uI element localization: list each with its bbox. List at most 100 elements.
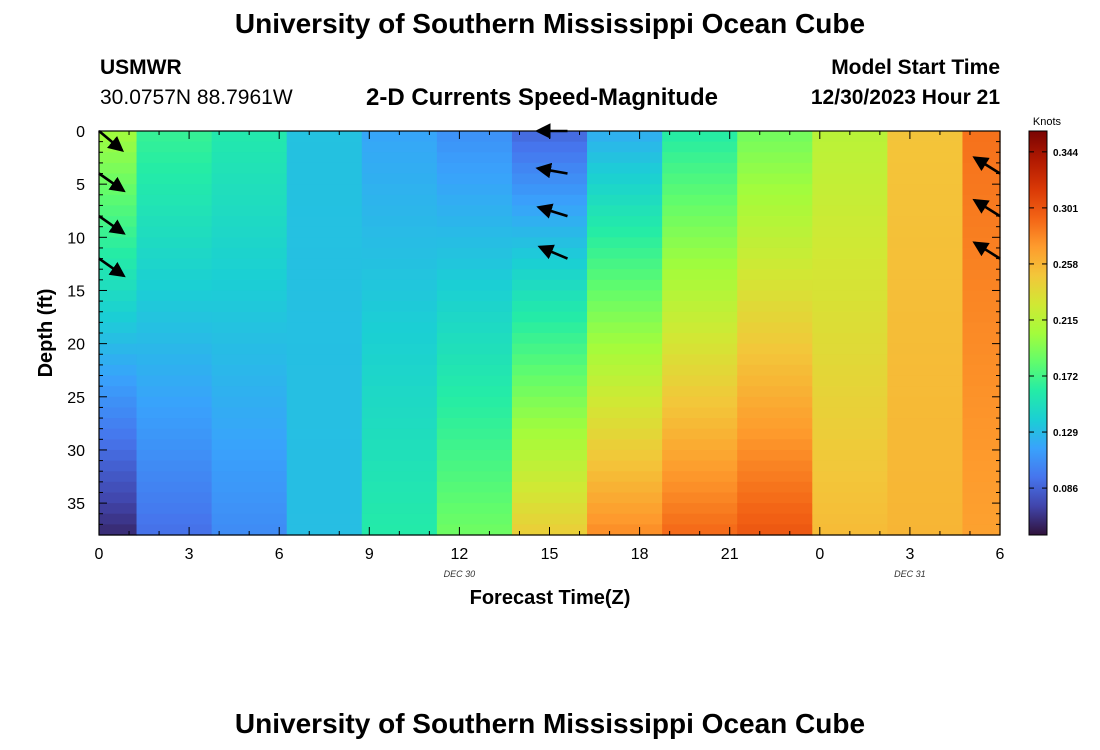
- heatmap-cell: [662, 290, 738, 302]
- heatmap-cell: [887, 205, 964, 217]
- heatmap-cell: [662, 386, 738, 398]
- heatmap-cell: [99, 301, 138, 313]
- heatmap-cell: [587, 386, 663, 398]
- colorbar-gradient: [1028, 130, 1048, 536]
- heatmap-cell: [286, 333, 363, 345]
- heatmap-cell: [211, 301, 288, 313]
- heatmap-cell: [286, 162, 363, 175]
- heatmap-cell: [136, 418, 213, 430]
- heatmap-cell: [887, 279, 964, 292]
- heatmap-cell: [99, 194, 138, 207]
- heatmap-cell: [211, 503, 288, 515]
- heatmap-cell: [286, 279, 363, 292]
- heatmap-cell: [211, 279, 288, 292]
- heatmap-cell: [361, 194, 438, 207]
- heatmap-cell: [136, 216, 213, 228]
- heatmap-cell: [136, 364, 213, 377]
- heatmap-cell: [436, 247, 513, 260]
- heatmap-cell: [962, 481, 1001, 494]
- heatmap-cell: [962, 322, 1001, 334]
- heatmap-cell: [662, 481, 738, 494]
- heatmap-cell: [662, 439, 738, 451]
- heatmap-cell: [511, 354, 588, 366]
- heatmap-cell: [286, 418, 363, 430]
- heatmap-cell: [361, 162, 438, 175]
- heatmap-cell: [136, 386, 213, 398]
- heatmap-cell: [587, 471, 663, 483]
- heatmap-cell: [887, 354, 964, 366]
- heatmap-cell: [286, 428, 363, 440]
- heatmap-cell: [211, 216, 288, 228]
- heatmap-cell: [737, 237, 813, 249]
- heatmap-cell: [812, 354, 888, 366]
- current-vector-arrow: [98, 130, 124, 152]
- heatmap-cell: [286, 194, 363, 207]
- heatmap-cell: [737, 258, 813, 270]
- heatmap-cell: [587, 226, 663, 238]
- heatmap-cell: [737, 364, 813, 377]
- heatmap-cell: [587, 141, 663, 153]
- heatmap-cell: [962, 333, 1001, 345]
- heatmap-cell: [286, 503, 363, 515]
- heatmap-cell: [662, 407, 738, 419]
- heatmap-cell: [136, 460, 213, 472]
- heatmap-cell: [136, 471, 213, 483]
- heatmap-cell: [99, 333, 138, 345]
- heatmap-cell: [662, 364, 738, 377]
- heatmap-cell: [962, 311, 1001, 323]
- heatmap-cell: [887, 162, 964, 175]
- x-tick-label: 6: [275, 546, 284, 563]
- heatmap-cell: [211, 460, 288, 472]
- heatmap-cell: [436, 439, 513, 451]
- heatmap-cell: [511, 407, 588, 419]
- heatmap-cell: [962, 279, 1001, 292]
- x-axis-title: Forecast Time(Z): [470, 587, 631, 609]
- heatmap-cell: [812, 322, 888, 334]
- y-tick-label: 0: [76, 124, 85, 141]
- heatmap-cell: [587, 418, 663, 430]
- heatmap-cell: [587, 216, 663, 228]
- heatmap-cell: [812, 216, 888, 228]
- heatmap-cell: [511, 428, 588, 440]
- heatmap-cell: [662, 343, 738, 355]
- heatmap-cell: [286, 407, 363, 419]
- heatmap-cell: [136, 439, 213, 451]
- heatmap-cell: [737, 301, 813, 313]
- heatmap-cell: [286, 375, 363, 387]
- heatmap-cell: [887, 226, 964, 238]
- heatmap-cell: [587, 396, 663, 409]
- heatmap-cell: [962, 449, 1001, 462]
- model-start-time: 12/30/2023 Hour 21: [810, 86, 1000, 109]
- heatmap-cell: [99, 247, 138, 260]
- heatmap-cell: [962, 407, 1001, 419]
- heatmap-cell: [436, 354, 513, 366]
- heatmap-cell: [662, 503, 738, 515]
- heatmap-cell: [662, 471, 738, 483]
- heatmap-cell: [511, 396, 588, 409]
- y-axis-title: Depth (ft): [35, 289, 57, 378]
- heatmap-cell: [361, 258, 438, 270]
- heatmap-cell: [511, 258, 588, 270]
- heatmap-cell: [211, 141, 288, 153]
- heatmap-cell: [286, 471, 363, 483]
- heatmap-cell: [662, 205, 738, 217]
- heatmap-cell: [361, 354, 438, 366]
- y-tick-label: 30: [67, 443, 85, 460]
- heatmap-cell: [887, 141, 964, 153]
- heatmap-cell: [962, 162, 1001, 175]
- heatmap-cell: [587, 258, 663, 270]
- heatmap-cell: [587, 375, 663, 387]
- heatmap-cell: [361, 492, 438, 504]
- heatmap-cell: [361, 322, 438, 334]
- heatmap-cell: [962, 364, 1001, 377]
- heatmap-cell: [662, 333, 738, 345]
- heatmap-cell: [361, 247, 438, 260]
- heatmap-cell: [286, 141, 363, 153]
- y-tick-label: 5: [76, 177, 85, 194]
- heatmap-cell: [887, 258, 964, 270]
- heatmap-cell: [511, 269, 588, 281]
- heatmap-cell: [511, 237, 588, 249]
- heatmap-cell: [737, 269, 813, 281]
- heatmap-cell: [99, 205, 138, 217]
- heatmap-cell: [887, 492, 964, 504]
